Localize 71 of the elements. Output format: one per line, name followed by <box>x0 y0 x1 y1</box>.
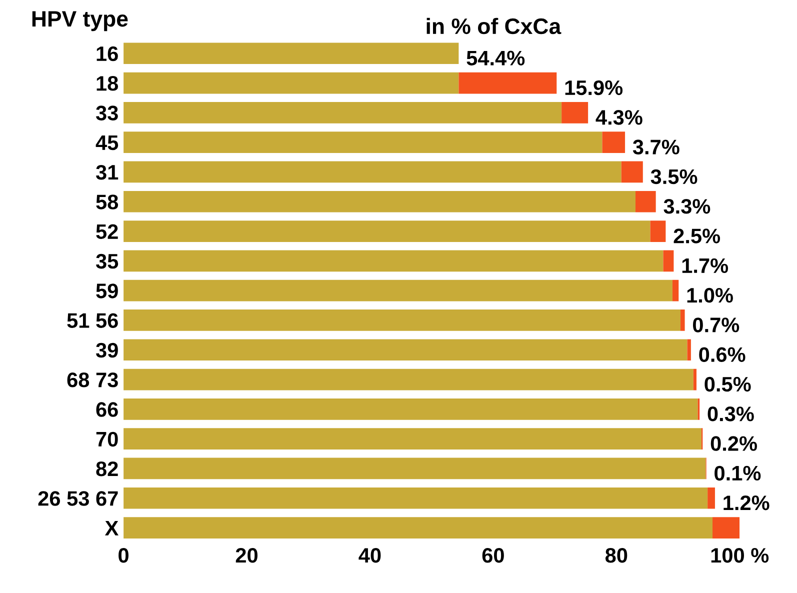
y-tick-label: 58 <box>96 194 118 210</box>
y-tick-label: 82 <box>96 461 118 476</box>
bar <box>562 102 588 124</box>
bar <box>712 517 740 538</box>
bar <box>124 132 602 153</box>
bar <box>124 428 702 450</box>
y-tick-label: 35 <box>96 254 118 269</box>
data-label: 0.6% <box>699 347 746 362</box>
bar <box>124 102 562 124</box>
bar <box>124 339 688 361</box>
y-tick-label: 70 <box>96 432 118 447</box>
y-tick-label: 52 <box>96 224 118 240</box>
x-tick-label: 100 % <box>711 548 769 563</box>
data-label: 3.5% <box>650 169 698 184</box>
y-tick-label: 18 <box>96 76 118 91</box>
bar <box>663 250 674 272</box>
bar <box>124 72 459 94</box>
x-tick-label: 60 <box>482 548 504 563</box>
y-tick-label: X <box>104 520 118 536</box>
data-label: 0.3% <box>708 406 754 422</box>
data-label: 4.3% <box>596 110 642 125</box>
bar <box>621 161 643 183</box>
data-label: 1.2% <box>724 495 770 510</box>
data-label: 3.3% <box>664 198 710 214</box>
bar <box>124 190 636 212</box>
data-label: 3.7% <box>632 140 680 154</box>
y-tick-label: 66 <box>96 402 118 417</box>
y-tick-label: 33 <box>96 106 118 120</box>
bar <box>124 398 698 420</box>
bar <box>602 132 626 153</box>
x-tick-label: 80 <box>605 548 628 563</box>
bar <box>124 280 672 302</box>
data-label: 15.9% <box>565 80 623 96</box>
bar <box>680 310 685 331</box>
y-tick-label: 31 <box>96 164 118 180</box>
y-axis-title: HPV type <box>32 11 128 32</box>
bar <box>124 250 664 272</box>
data-label: 0.1% <box>714 466 761 481</box>
x-tick-label: 40 <box>358 548 381 563</box>
bar <box>687 339 691 361</box>
bar <box>693 368 696 390</box>
bar <box>458 72 557 94</box>
data-label: 54.4% <box>466 50 525 66</box>
y-tick-label: 59 <box>96 284 118 298</box>
y-tick-label: 45 <box>96 136 118 150</box>
bar <box>124 517 713 538</box>
bar <box>124 368 694 390</box>
bar <box>124 487 708 509</box>
bar <box>124 220 650 242</box>
bar <box>636 190 656 212</box>
y-tick-label: 39 <box>96 342 118 358</box>
bar <box>124 42 459 64</box>
x-tick-label: 20 <box>236 548 258 563</box>
bar <box>650 220 666 242</box>
bar <box>124 458 706 480</box>
data-label: 1.0% <box>687 288 733 303</box>
x-tick-label: 0 <box>118 548 128 563</box>
data-label: 1.7% <box>682 258 728 273</box>
bar <box>672 280 679 302</box>
y-tick-label: 16 <box>96 46 118 62</box>
y-tick-label: 51 56 <box>67 313 118 328</box>
data-label: 0.7% <box>693 318 740 332</box>
bar <box>124 161 622 183</box>
data-label: 2.5% <box>674 228 720 244</box>
data-label: 0.2% <box>710 436 757 451</box>
y-tick-label: 26 53 67 <box>38 491 118 506</box>
bar <box>124 310 680 331</box>
bar <box>708 487 715 509</box>
data-label: 0.5% <box>704 376 751 392</box>
y-tick-label: 68 73 <box>67 372 118 388</box>
chart-title: in % of CxCa <box>426 18 562 34</box>
